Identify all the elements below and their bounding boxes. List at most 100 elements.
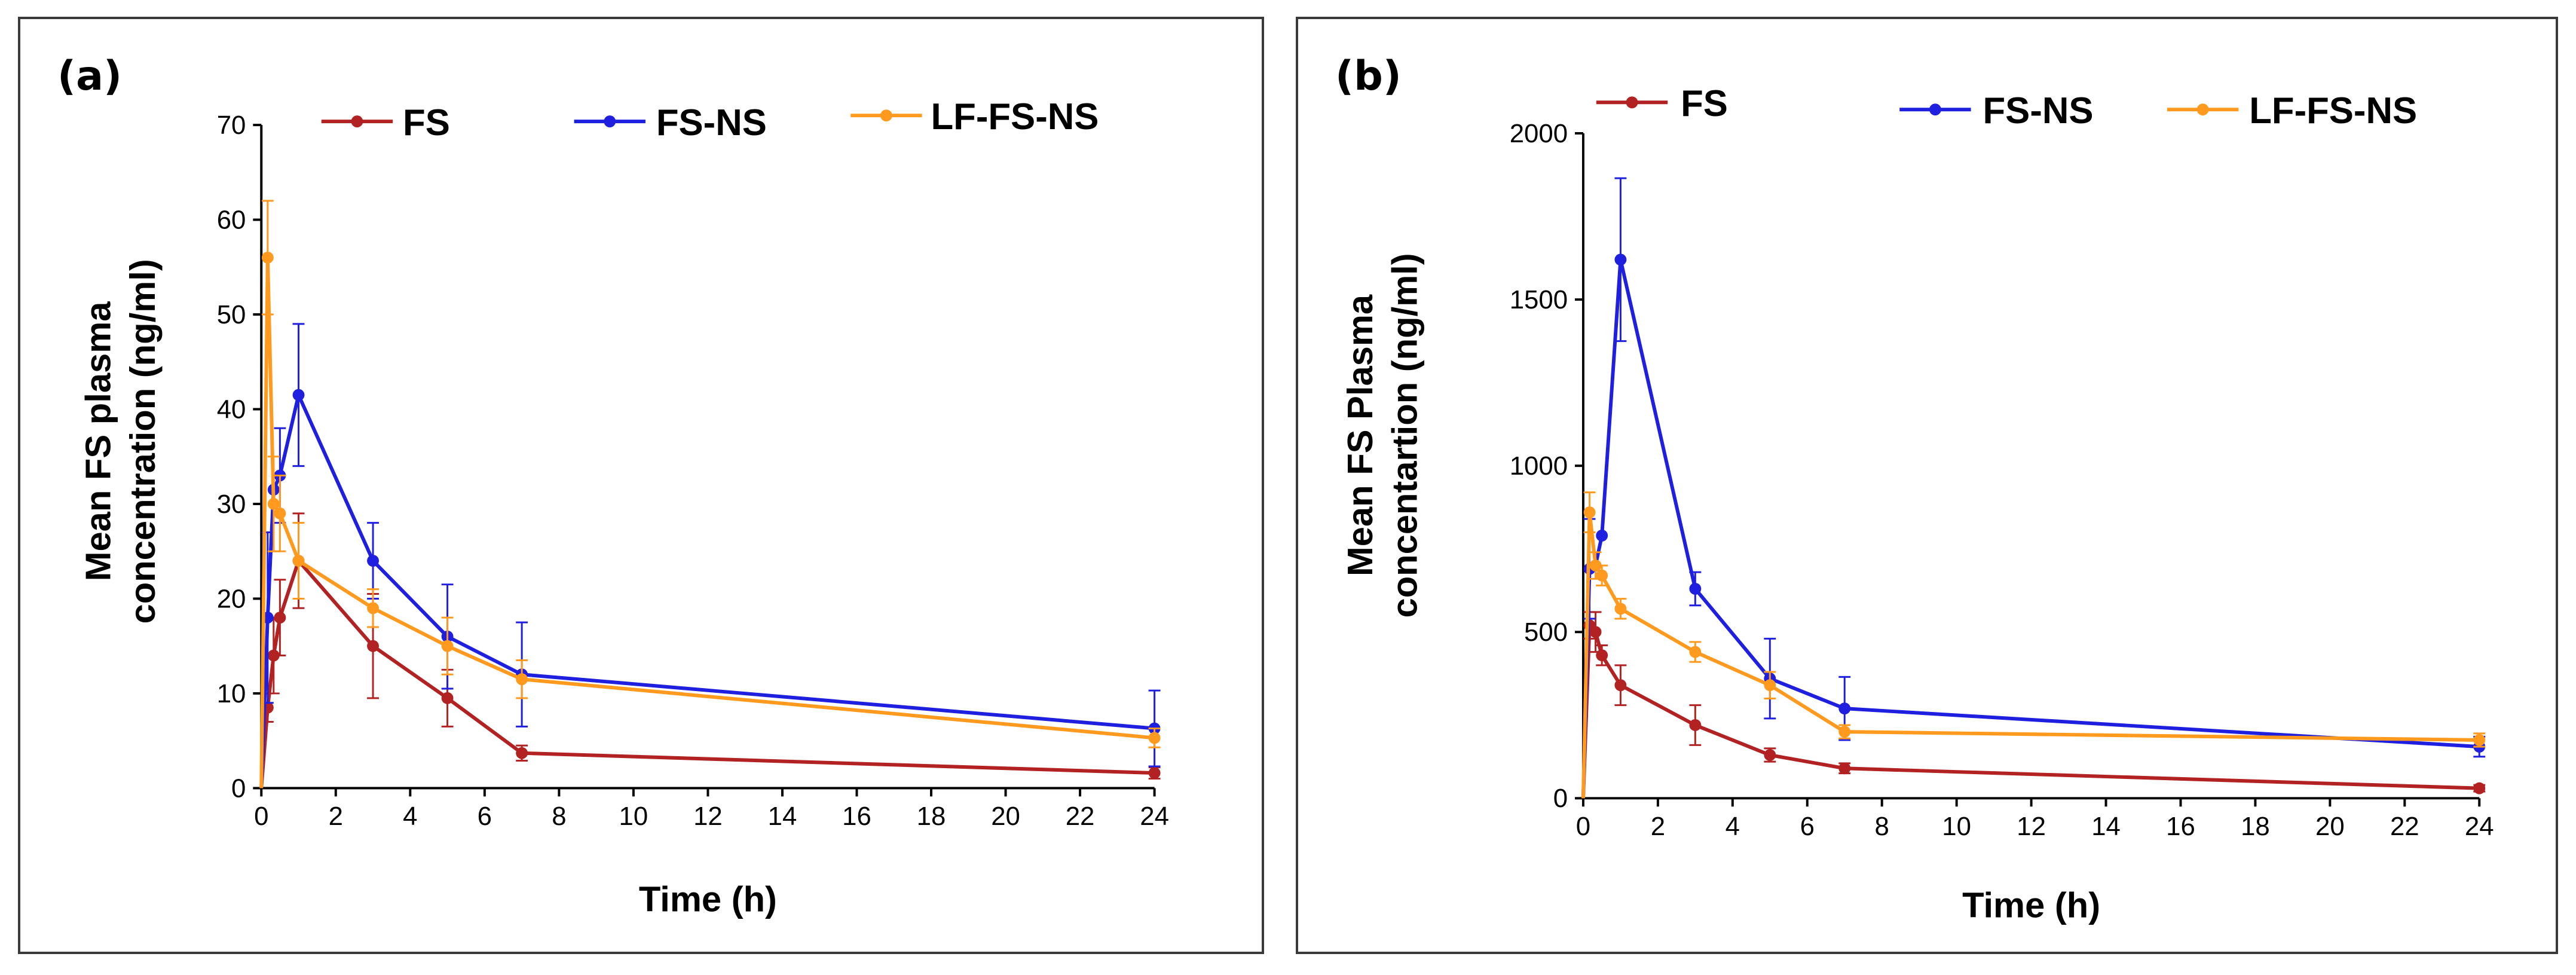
x-tick-label: 6 [478,802,492,831]
data-point-lf-fs-ns [441,640,454,652]
y-tick-label: 50 [217,300,246,329]
y-tick-label: 500 [1524,618,1568,647]
y-tick-label: 30 [217,490,246,519]
legend-marker-fs-ns [1929,103,1941,116]
chart-panel-a: 0 10 20 30 40 50 60 70 0 2 4 6 8 10 12 14 16 18 20 22 24 Time… [18,17,1264,954]
y-axis-title-line: Mean FS plasma [78,301,118,582]
series-line-fs-ns [259,393,1155,788]
x-tick-label: 16 [2166,812,2195,841]
legend-marker-fs [1626,96,1638,109]
data-point-lf-fs-ns [1583,506,1596,518]
data-point-lf-fs-ns [1689,646,1702,658]
x-tick-label: 2 [329,802,343,831]
panel-label-b: (b) [1335,53,1402,100]
y-axis-title-line: Mean FS Plasma [1340,294,1380,576]
x-tick-label: 12 [2017,812,2046,841]
x-tick-label: 16 [842,802,871,831]
data-point-lf-fs-ns [292,555,305,567]
data-point-lf-fs-ns [274,507,286,519]
y-tick-label: 2000 [1510,119,1568,148]
series-line-fs-ns [1581,258,2480,799]
data-point-lf-fs-ns [2473,734,2486,746]
x-tick-label: 20 [2315,812,2345,841]
data-point-fs-ns [292,389,305,401]
data-point-fs [1596,649,1608,662]
data-point-fs-ns [367,555,379,567]
legend-marker-lf-fs-ns [2196,103,2209,116]
x-tick-label: 0 [1576,812,1590,841]
data-point-fs [1689,719,1702,731]
data-point-lf-fs-ns [1589,560,1602,571]
data-point-fs-ns [1614,253,1627,266]
x-tick-label: 8 [1875,812,1889,841]
panel-label-a: (a) [57,53,123,100]
x-tick-label: 24 [2465,812,2494,841]
data-point-fs [441,692,454,704]
legend-label-fs: FS [1681,83,1728,124]
legend-label-lf-fs-ns: LF-FS-NS [931,96,1099,137]
x-tick-label: 12 [693,802,723,831]
y-tick-label: 1000 [1510,451,1568,481]
legend-label-fs: FS [403,102,450,143]
data-point-fs [2473,782,2486,794]
data-point-fs [1764,749,1776,761]
chart-panel-b: 0 500 1000 1500 2000 0 2 4 6 8 10 12 14 16 18 20 22 24 Tim… [1296,17,2558,954]
y-tick-label: 0 [231,774,246,803]
x-tick-label: 14 [2091,812,2121,841]
x-tick-label: 4 [1726,812,1740,841]
data-point-lf-fs-ns [1614,603,1627,615]
legend-marker-fs [351,115,363,128]
data-point-lf-fs-ns [1596,569,1608,582]
data-point-lf-fs-ns [1148,732,1161,744]
series-line-lf-fs-ns [259,255,1155,788]
y-axis-title-line: concentration (ng/ml) [123,259,163,623]
x-tick-label: 22 [2390,812,2419,841]
x-tick-label: 18 [917,802,946,831]
data-point-lf-fs-ns [261,252,274,264]
data-point-fs [1589,626,1602,638]
legend-marker-fs-ns [604,115,616,128]
x-tick-label: 14 [768,802,797,831]
x-tick-label: 8 [552,802,566,831]
x-tick-label: 20 [991,802,1020,831]
data-point-lf-fs-ns [1764,679,1776,692]
x-tick-label: 10 [1942,812,1971,841]
x-axis-title: Time (h) [1962,885,2100,925]
data-point-fs-ns [1838,702,1851,715]
y-tick-label: 60 [217,205,246,234]
series-line-lf-fs-ns [1581,511,2480,799]
x-tick-label: 24 [1140,802,1169,831]
data-point-fs-ns [1689,582,1702,595]
data-point-fs [1614,679,1627,692]
data-point-fs [516,747,528,759]
x-axis-title: Time (h) [639,879,777,919]
legend-label-fs-ns: FS-NS [656,102,767,143]
y-tick-label: 10 [217,679,246,708]
legend-label-fs-ns: FS-NS [1983,90,2094,132]
legend-marker-lf-fs-ns [880,109,892,122]
series-line-fs [259,559,1155,788]
data-point-fs [1838,762,1851,775]
data-point-fs-ns [1596,530,1608,542]
y-tick-label: 40 [217,395,246,424]
data-point-lf-fs-ns [516,673,528,686]
data-point-fs [267,649,280,662]
y-tick-label: 0 [1553,784,1568,813]
data-point-fs [367,640,379,652]
x-tick-label: 22 [1066,802,1095,831]
y-axis-title-line: concentartion (ng/ml) [1384,253,1424,618]
legend-label-lf-fs-ns: LF-FS-NS [2249,90,2417,132]
x-tick-label: 18 [2241,812,2270,841]
series-line-fs [1581,623,2480,799]
y-tick-label: 1500 [1510,285,1568,314]
x-tick-label: 10 [619,802,648,831]
x-tick-label: 6 [1800,812,1815,841]
data-point-lf-fs-ns [1838,726,1851,738]
x-tick-label: 4 [403,802,417,831]
y-tick-label: 70 [217,111,246,140]
data-point-fs [1148,767,1161,779]
x-tick-label: 0 [254,802,268,831]
y-tick-label: 20 [217,584,246,613]
